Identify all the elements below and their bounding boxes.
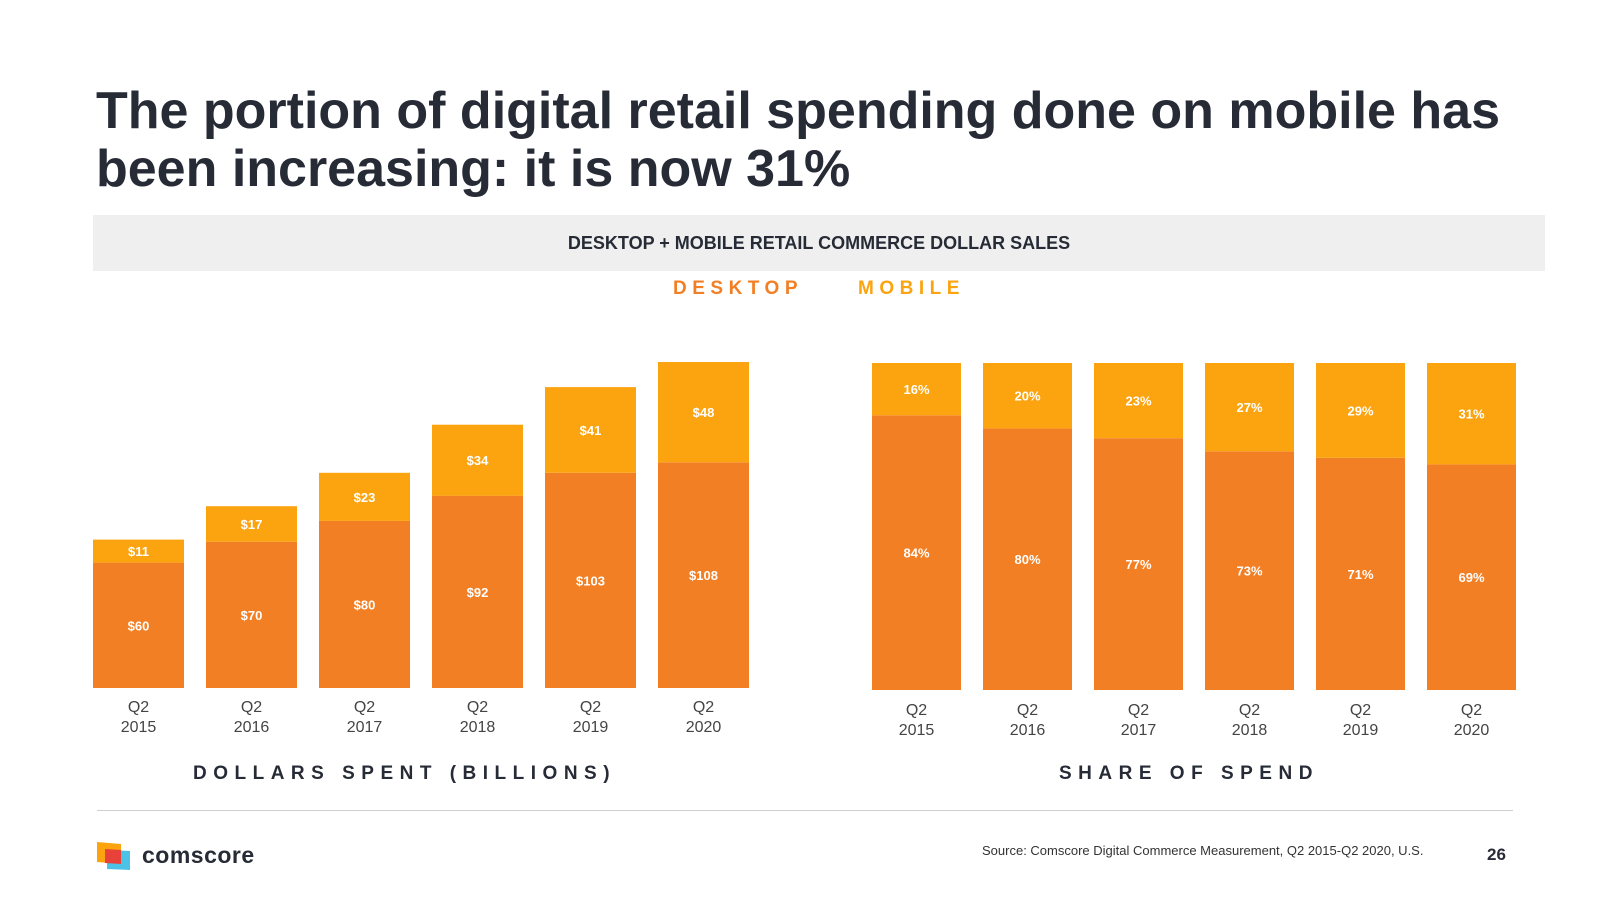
data-label-mobile-2017: 23%: [1125, 394, 1151, 409]
data-label-desktop-2015: $60: [128, 618, 150, 633]
data-label-mobile-2017: $23: [354, 490, 376, 505]
data-label-mobile-2016: $17: [241, 517, 263, 532]
x-tick-label-2018-quarter: Q2: [1239, 702, 1260, 719]
x-tick-label-2016-year: 2016: [1010, 722, 1046, 739]
data-label-mobile-2016: 20%: [1014, 389, 1040, 404]
bar-mobile-2016: [206, 506, 297, 542]
data-label-mobile-2020: 31%: [1458, 407, 1484, 422]
data-label-desktop-2020: 69%: [1458, 570, 1484, 585]
bar-desktop-2017: [1094, 438, 1183, 690]
bar-desktop-2016: [206, 541, 297, 688]
footer-divider: [97, 810, 1513, 811]
comscore-logo-icon: [97, 842, 130, 870]
slide-title: The portion of digital retail spending d…: [96, 82, 1501, 198]
data-label-desktop-2016: 80%: [1014, 552, 1040, 567]
bar-mobile-2019: [545, 387, 636, 473]
bar-desktop-2019: [1316, 457, 1405, 690]
bar-desktop-2018: [432, 495, 523, 688]
x-tick-label-2018-year: 2018: [460, 719, 496, 736]
bar-mobile-2018: [432, 424, 523, 496]
x-tick-label-2015-quarter: Q2: [906, 702, 927, 719]
legend: DESKTOP MOBILE: [0, 278, 1600, 304]
x-tick-label-2020-year: 2020: [1454, 722, 1490, 739]
dollars-chart-title: DOLLARS SPENT (BILLIONS): [193, 763, 617, 784]
x-tick-label-2018-year: 2018: [1232, 722, 1268, 739]
bar-mobile-2018: [1205, 363, 1294, 452]
data-label-mobile-2019: 29%: [1347, 403, 1373, 418]
x-tick-label-2019-quarter: Q2: [1350, 702, 1371, 719]
data-label-desktop-2017: 77%: [1125, 557, 1151, 572]
bar-desktop-2020: [658, 462, 749, 688]
x-tick-label-2015-quarter: Q2: [128, 699, 149, 716]
bar-mobile-2017: [1094, 363, 1183, 439]
x-tick-label-2016-year: 2016: [234, 719, 270, 736]
data-label-mobile-2019: $41: [580, 423, 602, 438]
x-tick-label-2017-year: 2017: [1121, 722, 1157, 739]
data-label-mobile-2018: $34: [467, 453, 489, 468]
bar-mobile-2020: [658, 362, 749, 463]
chart-banner-label: DESKTOP + MOBILE RETAIL COMMERCE DOLLAR …: [567, 232, 1071, 253]
x-tick-label-2020-quarter: Q2: [1461, 702, 1482, 719]
share-chart-title: SHARE OF SPEND: [1059, 763, 1319, 784]
legend-mobile: MOBILE: [858, 278, 965, 299]
x-tick-label-2019-year: 2019: [573, 719, 609, 736]
legend-desktop: DESKTOP: [673, 278, 804, 299]
data-label-mobile-2020: $48: [693, 405, 715, 420]
brand-name: comscore: [142, 842, 255, 868]
data-label-desktop-2015: 84%: [903, 546, 929, 561]
data-label-desktop-2016: $70: [241, 608, 263, 623]
data-label-desktop-2020: $108: [689, 568, 718, 583]
data-label-mobile-2015: $11: [128, 544, 149, 559]
bar-mobile-2015: [872, 363, 961, 416]
bar-desktop-2017: [319, 520, 410, 688]
bar-desktop-2019: [545, 472, 636, 688]
data-label-desktop-2018: $92: [467, 585, 489, 600]
x-tick-label-2020-year: 2020: [686, 719, 722, 736]
x-tick-label-2017-year: 2017: [347, 719, 383, 736]
bar-desktop-2018: [1205, 451, 1294, 690]
chart-banner: DESKTOP + MOBILE RETAIL COMMERCE DOLLAR …: [93, 215, 1545, 271]
bar-desktop-2015: [93, 562, 184, 688]
bar-mobile-2017: [319, 472, 410, 521]
bar-desktop-2016: [983, 428, 1072, 690]
x-tick-label-2016-quarter: Q2: [241, 699, 262, 716]
bar-desktop-2015: [872, 415, 961, 690]
data-label-desktop-2018: 73%: [1236, 564, 1262, 579]
data-label-mobile-2015: 16%: [903, 382, 929, 397]
source-note: Source: Comscore Digital Commerce Measur…: [982, 843, 1424, 858]
x-tick-label-2017-quarter: Q2: [1128, 702, 1149, 719]
x-tick-label-2019-year: 2019: [1343, 722, 1379, 739]
x-tick-label-2015-year: 2015: [121, 719, 157, 736]
x-tick-label-2018-quarter: Q2: [467, 699, 488, 716]
bar-desktop-2020: [1427, 464, 1516, 690]
x-tick-label-2015-year: 2015: [899, 722, 935, 739]
data-label-mobile-2018: 27%: [1236, 400, 1262, 415]
x-tick-label-2020-quarter: Q2: [693, 699, 714, 716]
x-tick-label-2017-quarter: Q2: [354, 699, 375, 716]
bar-mobile-2019: [1316, 363, 1405, 458]
data-label-desktop-2019: $103: [576, 573, 605, 588]
bar-mobile-2016: [983, 363, 1072, 429]
bar-mobile-2020: [1427, 363, 1516, 465]
page-number: 26: [1487, 845, 1506, 864]
data-label-desktop-2017: $80: [354, 597, 376, 612]
x-tick-label-2019-quarter: Q2: [580, 699, 601, 716]
x-tick-label-2016-quarter: Q2: [1017, 702, 1038, 719]
data-label-desktop-2019: 71%: [1347, 567, 1373, 582]
bar-mobile-2015: [93, 539, 184, 563]
